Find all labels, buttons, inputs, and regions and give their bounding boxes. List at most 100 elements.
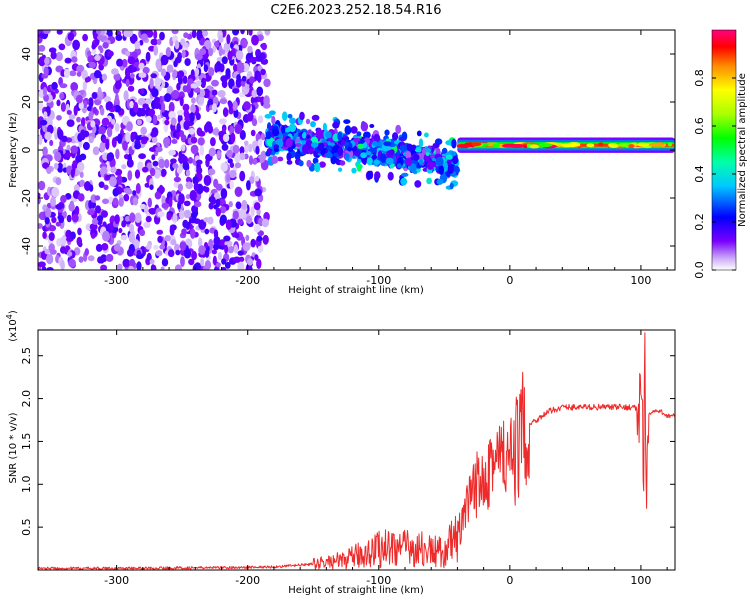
spectrogram-cell (203, 175, 212, 186)
spectrogram-cell (95, 205, 101, 214)
spectrogram-cell (306, 159, 312, 168)
spectrogram-cell (42, 162, 50, 169)
spectrogram-cell (306, 134, 311, 140)
spectrogram-cell (225, 219, 232, 230)
spectrogram-cell (148, 208, 154, 214)
spectrogram-cell (129, 223, 135, 234)
spectrogram-cell (73, 184, 80, 193)
spectrogram-cell (219, 206, 227, 214)
spectrogram-cell (215, 183, 223, 191)
spectrogram-cell (217, 90, 226, 98)
spectrogram-cell (250, 238, 256, 248)
spectrogram-cell (60, 260, 65, 270)
spectrogram-cell (232, 256, 241, 263)
spectrogram-cell (140, 33, 148, 41)
spectrogram-cell (222, 133, 230, 143)
spectrogram-cell (221, 56, 228, 65)
spectrogram-cell (127, 85, 135, 92)
spectrogram-cell (101, 73, 107, 81)
spectrogram-cell (116, 58, 124, 67)
spectrogram-cell (106, 50, 114, 57)
spectrogram-cell (139, 39, 144, 46)
spectrogram-cell (208, 196, 216, 203)
spectrogram-cell (218, 45, 223, 57)
spectrogram-cell (232, 100, 238, 112)
spectrogram-cell (151, 136, 158, 144)
spectrogram-cell (105, 174, 111, 181)
spectrogram-cell (154, 191, 162, 200)
spectrogram-cell (112, 188, 119, 197)
spectrogram-cell (153, 45, 159, 56)
spectrogram-cell (241, 75, 247, 82)
spectrogram-cell (337, 131, 343, 141)
spectrogram-cell (226, 149, 233, 158)
spectrogram-cell (369, 148, 377, 153)
spectrogram-cell (134, 212, 142, 224)
spectrogram-cell (246, 180, 251, 191)
spectrogram-cell (153, 101, 161, 110)
spectrogram-cell (88, 61, 96, 69)
spectrogram-cell (338, 167, 343, 172)
spectrogram-cell (325, 131, 332, 139)
spectrogram-cell (172, 69, 178, 78)
spectrogram-cell (56, 99, 61, 107)
spectrogram-cell (145, 244, 152, 250)
spectrogram-cell (80, 89, 85, 96)
spectrogram-cell (132, 197, 139, 206)
spectrogram-cell (84, 77, 90, 83)
spectrogram-cell (145, 215, 152, 223)
spectrogram-cell (211, 89, 218, 96)
spectrogram-cell (238, 209, 247, 220)
y-tick-label: 2.5 (20, 347, 33, 365)
spectrogram-cell (198, 96, 204, 105)
spectrogram-cell (405, 150, 412, 160)
spectrogram-cell (161, 168, 167, 177)
spectrogram-cell (226, 34, 231, 45)
spectrogram-cell (227, 50, 233, 61)
spectrogram-cell (164, 119, 170, 126)
spectrogram-cell (88, 97, 94, 108)
spectrogram-cell (38, 196, 41, 205)
spectrogram-cell (176, 82, 181, 91)
spectrogram-cell (211, 79, 219, 87)
spectrogram-cell (185, 181, 193, 190)
spectrogram-cell (251, 34, 259, 46)
spectrogram-cell (360, 152, 367, 159)
spectral-line-peak (564, 143, 581, 147)
spectrogram-cell (72, 160, 77, 167)
spectrogram-cell (177, 109, 185, 116)
spectrogram-cell (145, 51, 151, 62)
spectral-line-peak (648, 142, 664, 147)
spectrogram-cell (59, 93, 65, 100)
spectrogram-cell (233, 108, 239, 119)
spectrogram-cell (102, 198, 109, 205)
spectrogram-cell (213, 192, 221, 200)
spectrogram-cell (223, 42, 231, 52)
spectrogram-cell (102, 136, 107, 144)
spectrogram-cell (167, 249, 175, 258)
spectrogram-cell (84, 248, 90, 256)
spectrogram-cell (155, 58, 162, 70)
spectrogram-cell (117, 133, 123, 144)
spectrogram-cell (129, 258, 136, 268)
spectrogram-cell (153, 244, 159, 250)
spectrogram-cell (157, 211, 165, 218)
spectrogram-cell (330, 155, 337, 165)
colorbar-gradient (711, 29, 737, 271)
spectrogram-cell (127, 170, 133, 181)
spectrogram-cell (182, 103, 190, 112)
spectrogram-cell (103, 96, 112, 103)
spectrogram-cell (117, 263, 123, 270)
spectrogram-cell (95, 243, 103, 252)
spectrogram-cell (142, 166, 149, 173)
spectrogram-cell (164, 93, 172, 103)
spectrogram-cell (114, 214, 120, 225)
spectrogram-cell (38, 180, 46, 191)
spectrogram-cell (38, 261, 46, 268)
spectrogram-cell (409, 163, 417, 173)
spectrogram-cell (221, 143, 229, 151)
snr-series-line (38, 332, 675, 570)
spectrogram-cell (38, 223, 43, 229)
spectrogram-cell (256, 235, 263, 242)
